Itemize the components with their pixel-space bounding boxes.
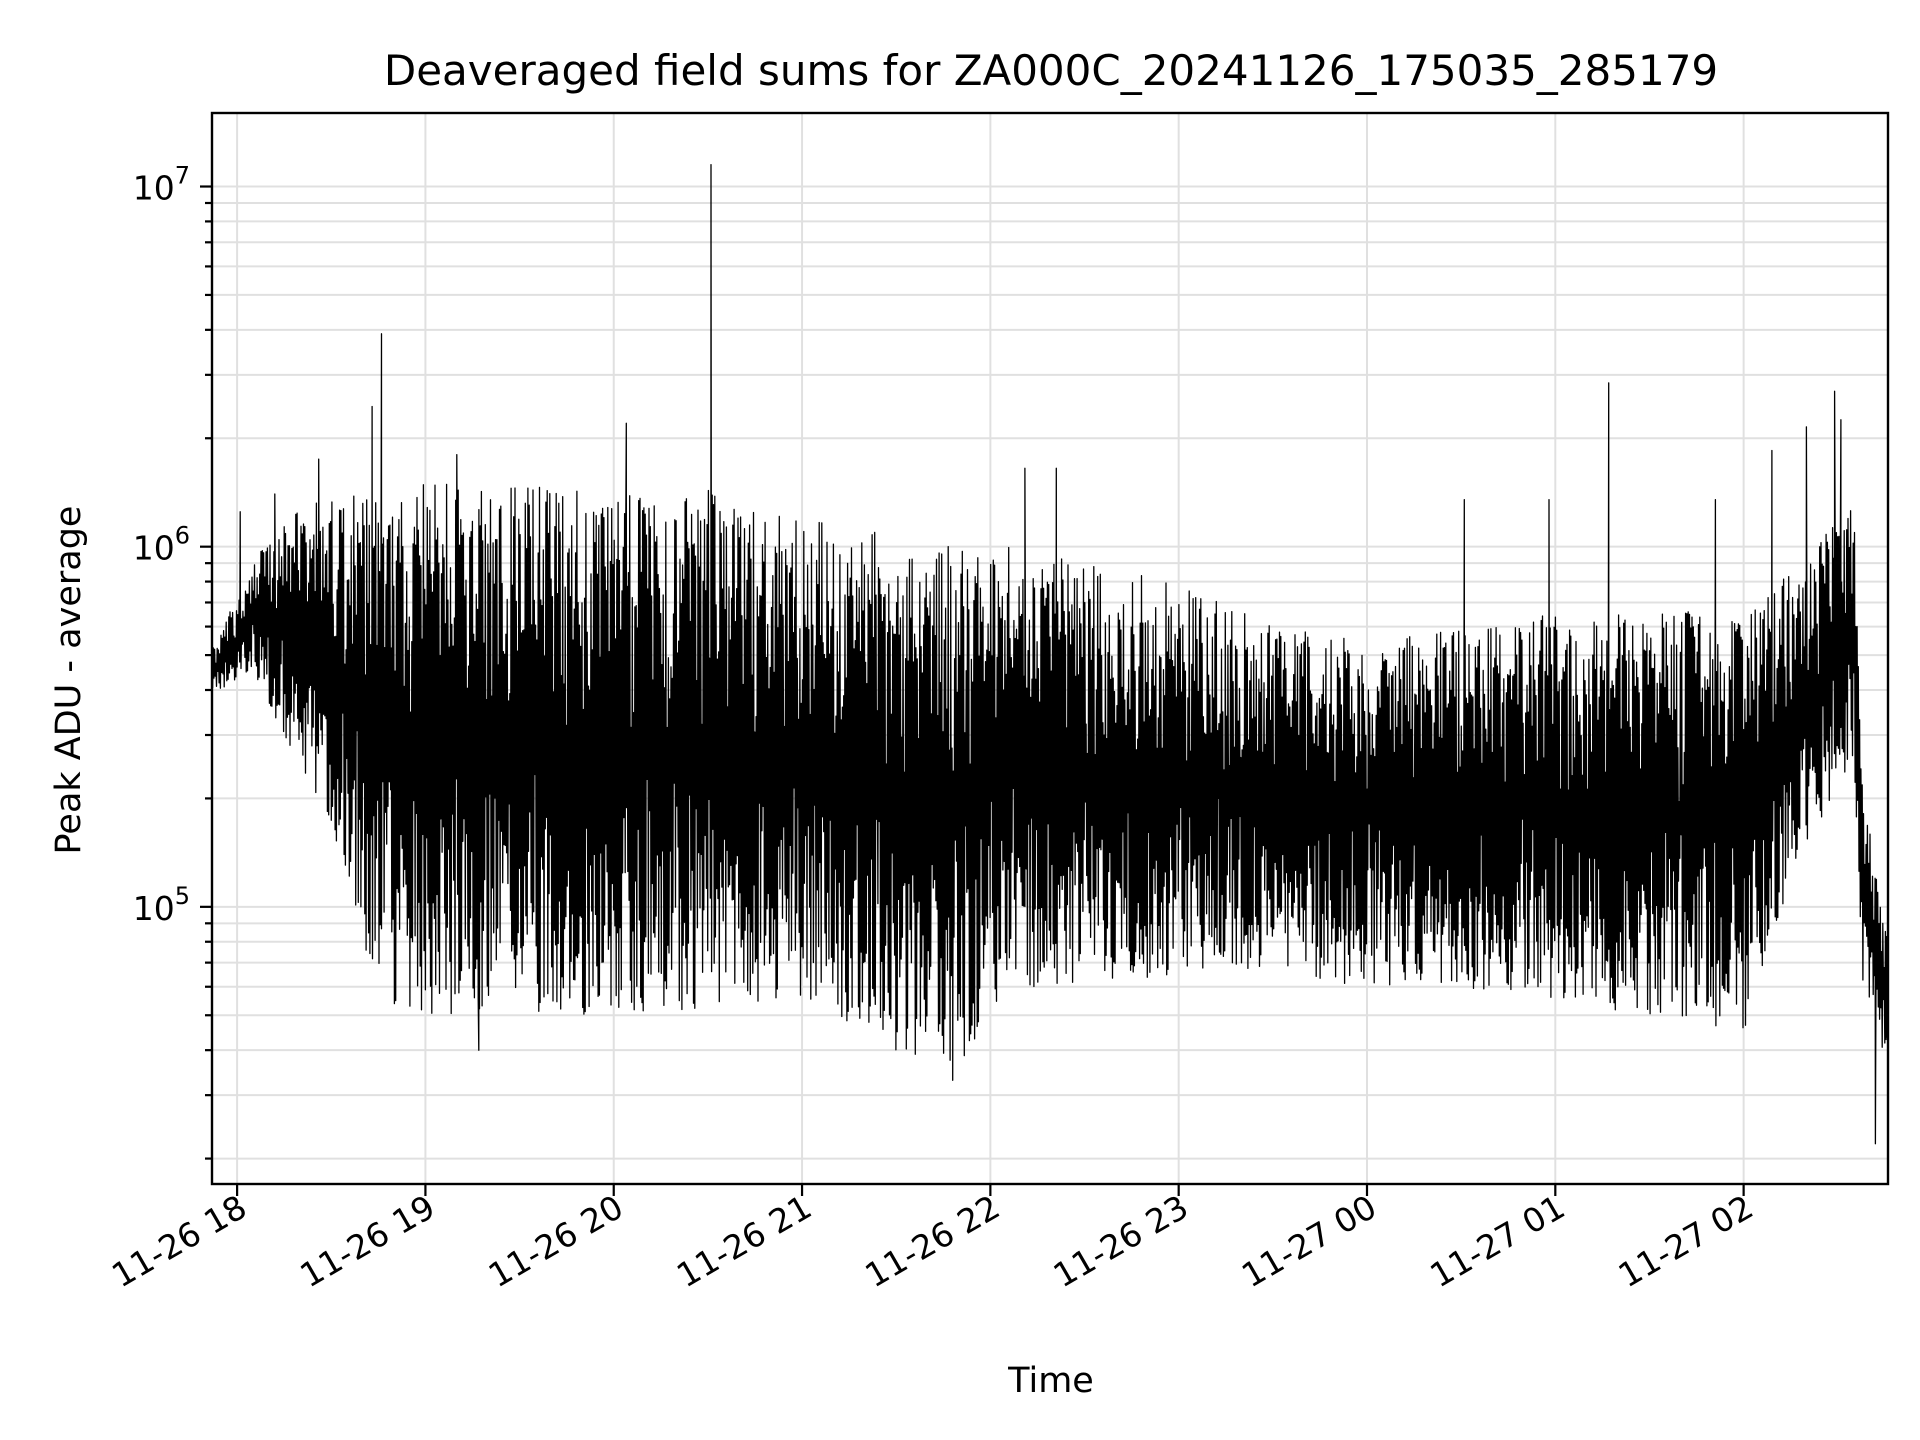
y-axis: 105 106 107	[133, 162, 212, 1160]
y-tick-label: 107	[133, 162, 190, 208]
series-line	[211, 164, 1889, 1145]
chart-title: Deaveraged field sums for ZA000C_2024112…	[384, 46, 1718, 95]
series-layer	[211, 164, 1889, 1145]
x-axis-label: Time	[1007, 1361, 1094, 1401]
y-tick-label: 106	[133, 522, 190, 568]
y-tick-label: 105	[133, 882, 190, 928]
plot-frame	[210, 111, 1890, 1186]
y-axis-label: Peak ADU - average	[49, 506, 89, 855]
